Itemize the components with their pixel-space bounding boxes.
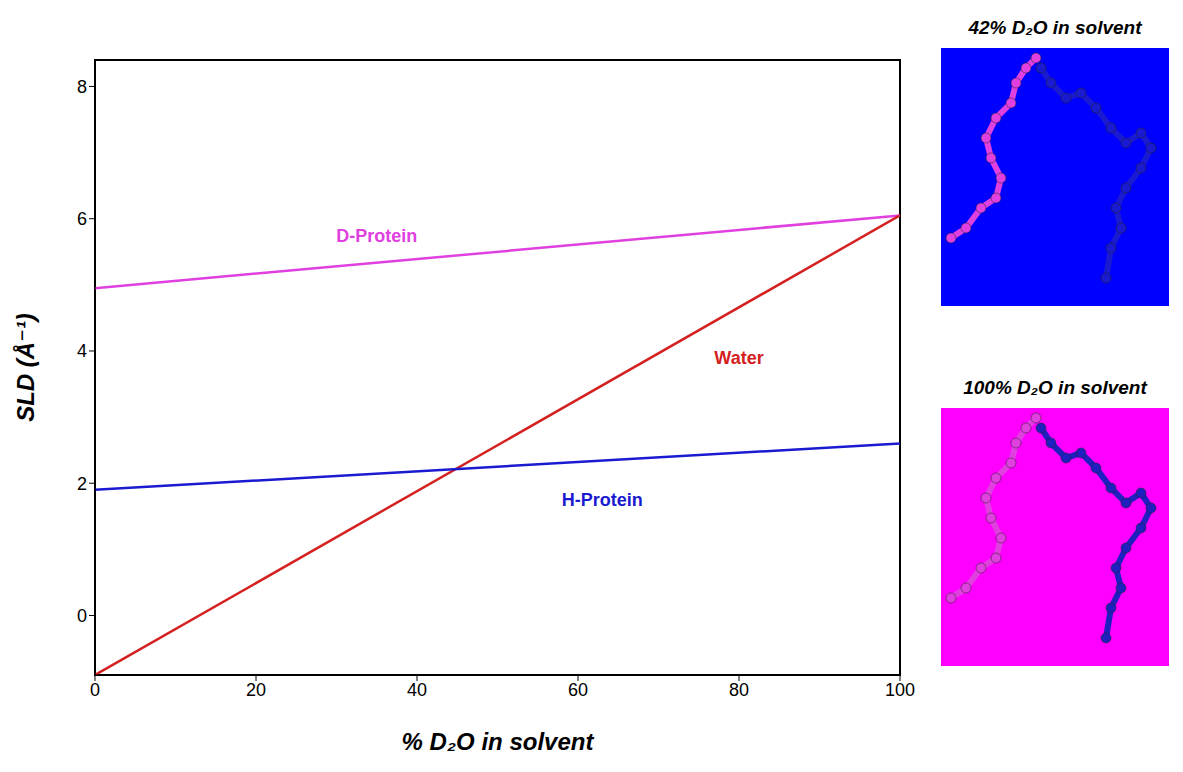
svg-text:8: 8	[77, 77, 87, 97]
svg-text:20: 20	[246, 680, 266, 700]
svg-text:4: 4	[77, 341, 87, 361]
svg-text:80: 80	[729, 680, 749, 700]
svg-text:60: 60	[568, 680, 588, 700]
html-text:100% D₂O in solvent: 100% D₂O in solvent	[963, 377, 1147, 398]
svg-text:0: 0	[90, 680, 100, 700]
svg-text:2: 2	[77, 474, 87, 494]
svg-text:100: 100	[885, 680, 915, 700]
svg-text:0: 0	[77, 606, 87, 626]
html-text:42% D₂O in solvent: 42% D₂O in solvent	[968, 17, 1142, 38]
svg-text:40: 40	[407, 680, 427, 700]
svg-text:D-Protein: D-Protein	[336, 226, 417, 246]
svg-text:% D₂O in solvent: % D₂O in solvent	[402, 728, 595, 755]
svg-text:SLD (Å⁻¹): SLD (Å⁻¹)	[12, 313, 39, 422]
svg-text:6: 6	[77, 209, 87, 229]
svg-text:H-Protein: H-Protein	[562, 490, 643, 510]
svg-text:Water: Water	[714, 348, 763, 368]
